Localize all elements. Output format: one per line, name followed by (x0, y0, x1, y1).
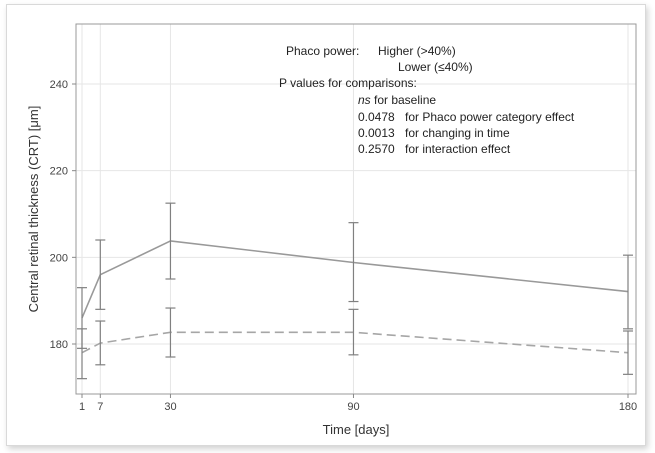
chart-frame (6, 4, 646, 446)
series-layer (77, 202, 633, 380)
y-axis-title: Central retinal thickness (CRT) [μm] (26, 106, 41, 313)
y-tick-label: 180 (50, 339, 68, 351)
series-line-higher (81, 240, 629, 319)
pvalue-row-value: 0.0013 (358, 126, 395, 140)
x-axis-title: Time [days] (323, 422, 390, 437)
legend: Phaco power: Higher (>40%) Lower (≤40%) … (279, 44, 575, 156)
x-tick-label: 90 (347, 401, 359, 413)
y-tick-label: 220 (50, 166, 68, 178)
x-tick-label: 30 (164, 401, 176, 413)
x-axis: 1 7 30 90 180 (79, 394, 637, 413)
pvalues-heading: P values for comparisons: (279, 76, 417, 90)
pvalue-row-value: 0.2570 (358, 142, 395, 156)
x-tick-label: 1 (79, 401, 85, 413)
pvalue-row-text: for baseline (374, 93, 436, 107)
legend-entry-lower: Lower (≤40%) (398, 60, 473, 74)
pvalue-row-text: for Phaco power category effect (405, 110, 575, 124)
pvalue-row-text: for changing in time (405, 126, 510, 140)
plot-area-border (75, 23, 637, 395)
series-line-lower (81, 331, 629, 354)
pvalue-row-value: ns (358, 93, 371, 107)
pvalue-row-value: 0.0478 (358, 110, 395, 124)
y-axis: 180 200 220 240 (50, 79, 76, 351)
x-tick-label: 7 (97, 401, 103, 413)
y-tick-label: 240 (50, 79, 68, 91)
legend-heading: Phaco power: (286, 44, 359, 58)
legend-entry-higher: Higher (>40%) (378, 44, 456, 58)
x-tick-label: 180 (619, 401, 637, 413)
pvalue-row-text: for interaction effect (405, 142, 511, 156)
y-tick-label: 200 (50, 252, 68, 264)
